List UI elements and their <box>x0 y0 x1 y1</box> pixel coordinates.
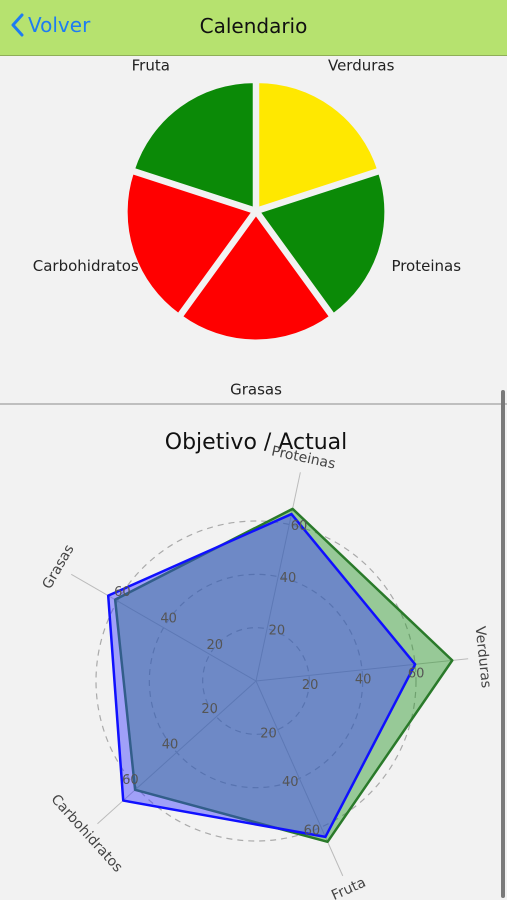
radar-grid-ring <box>148 573 364 789</box>
radar-tick-label: 60 <box>291 519 308 534</box>
radar-tick-label: 20 <box>201 702 218 717</box>
pie-label: Verduras <box>328 57 395 75</box>
radar-tick-label: 40 <box>162 737 179 752</box>
radar-tick-label: 20 <box>269 623 286 638</box>
page-title: Calendario <box>199 14 308 38</box>
pie-slice-proteinas[interactable] <box>257 171 388 317</box>
radar-axis-label: Grasas <box>40 542 78 592</box>
pie-label: Carbohidratos <box>33 257 139 275</box>
navigation-bar: Volver Calendario <box>0 0 507 56</box>
radar-title: Objetivo / Actual <box>165 430 347 455</box>
back-label: Volver <box>28 13 91 37</box>
pie-label: Fruta <box>132 57 170 75</box>
pie-chart: Verduras Proteinas Grasas Carbohidratos Frut… <box>33 57 461 399</box>
radar-axis-line <box>255 658 469 682</box>
radar-tick-label: 60 <box>408 667 425 682</box>
radar-series-2[interactable] <box>106 512 417 839</box>
radar-axis-label: Carbohidratos <box>48 791 126 875</box>
chevron-left-icon <box>11 13 24 37</box>
pie-slice-fruta[interactable] <box>131 80 256 211</box>
radar-tick-label: 20 <box>302 678 319 693</box>
back-button[interactable]: Volver <box>10 13 90 37</box>
radar-axis-label: Fruta <box>329 875 368 900</box>
pie-slice-grasas[interactable] <box>179 212 333 343</box>
radar-axis-line <box>255 472 301 682</box>
pie-label: Grasas <box>230 381 282 399</box>
radar-tick-label: 40 <box>160 612 177 627</box>
pie-slice-carbohidratos[interactable] <box>124 171 255 317</box>
radar-tick-label: 20 <box>260 726 277 741</box>
radar-tick-label: 60 <box>122 773 139 788</box>
radar-grid-ring <box>202 627 310 735</box>
radar-tick-label: 40 <box>355 672 372 687</box>
scrollbar[interactable] <box>501 390 505 898</box>
radar-axis-line <box>70 573 257 682</box>
radar-tick-label: 20 <box>207 638 224 653</box>
radar-tick-label: 60 <box>114 585 131 600</box>
pie-label: Proteinas <box>391 257 461 275</box>
radar-chart: Objetivo / Actual 20 40 60 20 40 60 20 40 60 20 40 6… <box>40 430 494 900</box>
radar-grid-ring <box>95 520 417 842</box>
radar-tick-label: 60 <box>304 824 321 839</box>
radar-tick-label: 40 <box>282 775 299 790</box>
radar-axis-label: Verduras <box>472 625 494 688</box>
section-divider <box>0 403 507 405</box>
radar-series-1[interactable] <box>113 507 454 844</box>
radar-axis-line <box>255 680 344 877</box>
radar-tick-label: 40 <box>280 571 297 586</box>
pie-slice-verduras[interactable] <box>256 80 381 211</box>
